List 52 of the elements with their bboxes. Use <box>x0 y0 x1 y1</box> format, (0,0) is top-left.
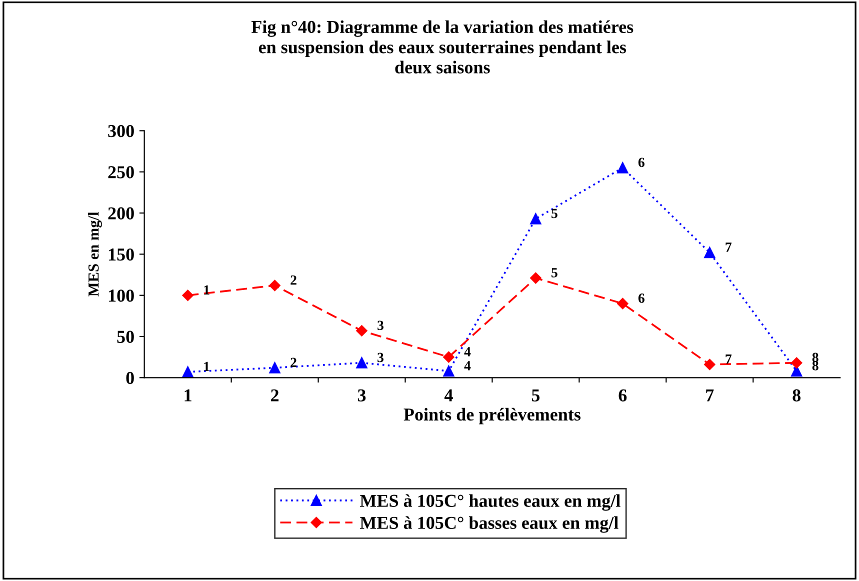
x-tick-label: 7 <box>706 389 714 402</box>
point <box>182 290 194 301</box>
x-tick-label: 1 <box>184 389 192 402</box>
annotation: 8 <box>812 352 818 362</box>
annotation: 6 <box>638 158 644 168</box>
annotation: 4 <box>464 347 471 356</box>
point <box>617 162 628 174</box>
y-axis-title: MES en mg/l <box>88 212 102 296</box>
point <box>269 362 280 374</box>
point <box>443 366 454 377</box>
y-tick-label: 0 <box>126 372 134 384</box>
annotation: 2 <box>290 358 296 367</box>
point <box>530 272 542 284</box>
x-tick-label: 8 <box>792 389 801 402</box>
annotation: 1 <box>204 285 210 295</box>
point <box>356 325 368 336</box>
point <box>530 213 542 224</box>
point <box>617 298 628 310</box>
y-tick-label: 150 <box>108 248 134 261</box>
legend-label: MES à 105C° hautes eaux en mg/l <box>360 494 620 511</box>
x-tick-label: 5 <box>532 389 540 402</box>
x-axis-title: Points de prélèvements <box>404 408 581 424</box>
y-tick-label: 50 <box>117 330 134 343</box>
annotation: 3 <box>378 320 384 330</box>
point <box>356 357 368 368</box>
y-tick-label: 250 <box>108 166 134 178</box>
point <box>704 358 716 370</box>
x-tick-label: 6 <box>618 389 627 402</box>
y-tick-label: 200 <box>108 207 134 220</box>
point <box>443 351 454 363</box>
annotation: 4 <box>464 361 471 370</box>
point <box>269 280 280 292</box>
annotation: 3 <box>378 352 384 362</box>
x-tick-label: 4 <box>444 389 453 402</box>
point <box>704 246 716 258</box>
legend-label: MES à 105C° basses eaux en mg/l <box>360 516 618 533</box>
annotation: 1 <box>204 362 210 372</box>
point <box>791 366 802 377</box>
annotation: 6 <box>638 294 644 303</box>
annotation: 5 <box>552 208 558 218</box>
chart-title: Fig n°40: Diagramme de la variation des matiéres en suspension des eaux souterraines pendant les deux saisons <box>251 20 634 74</box>
x-tick-label: 3 <box>358 389 366 402</box>
annotation: 7 <box>726 242 732 252</box>
annotation: 2 <box>290 275 296 285</box>
point <box>791 357 802 368</box>
y-tick-label: 100 <box>108 290 134 302</box>
annotation: 7 <box>726 354 732 364</box>
point <box>182 366 194 378</box>
annotation: 5 <box>552 268 558 278</box>
x-tick-label: 2 <box>271 389 279 402</box>
annotation: 8 <box>812 361 818 370</box>
y-tick-label: 300 <box>108 124 134 138</box>
